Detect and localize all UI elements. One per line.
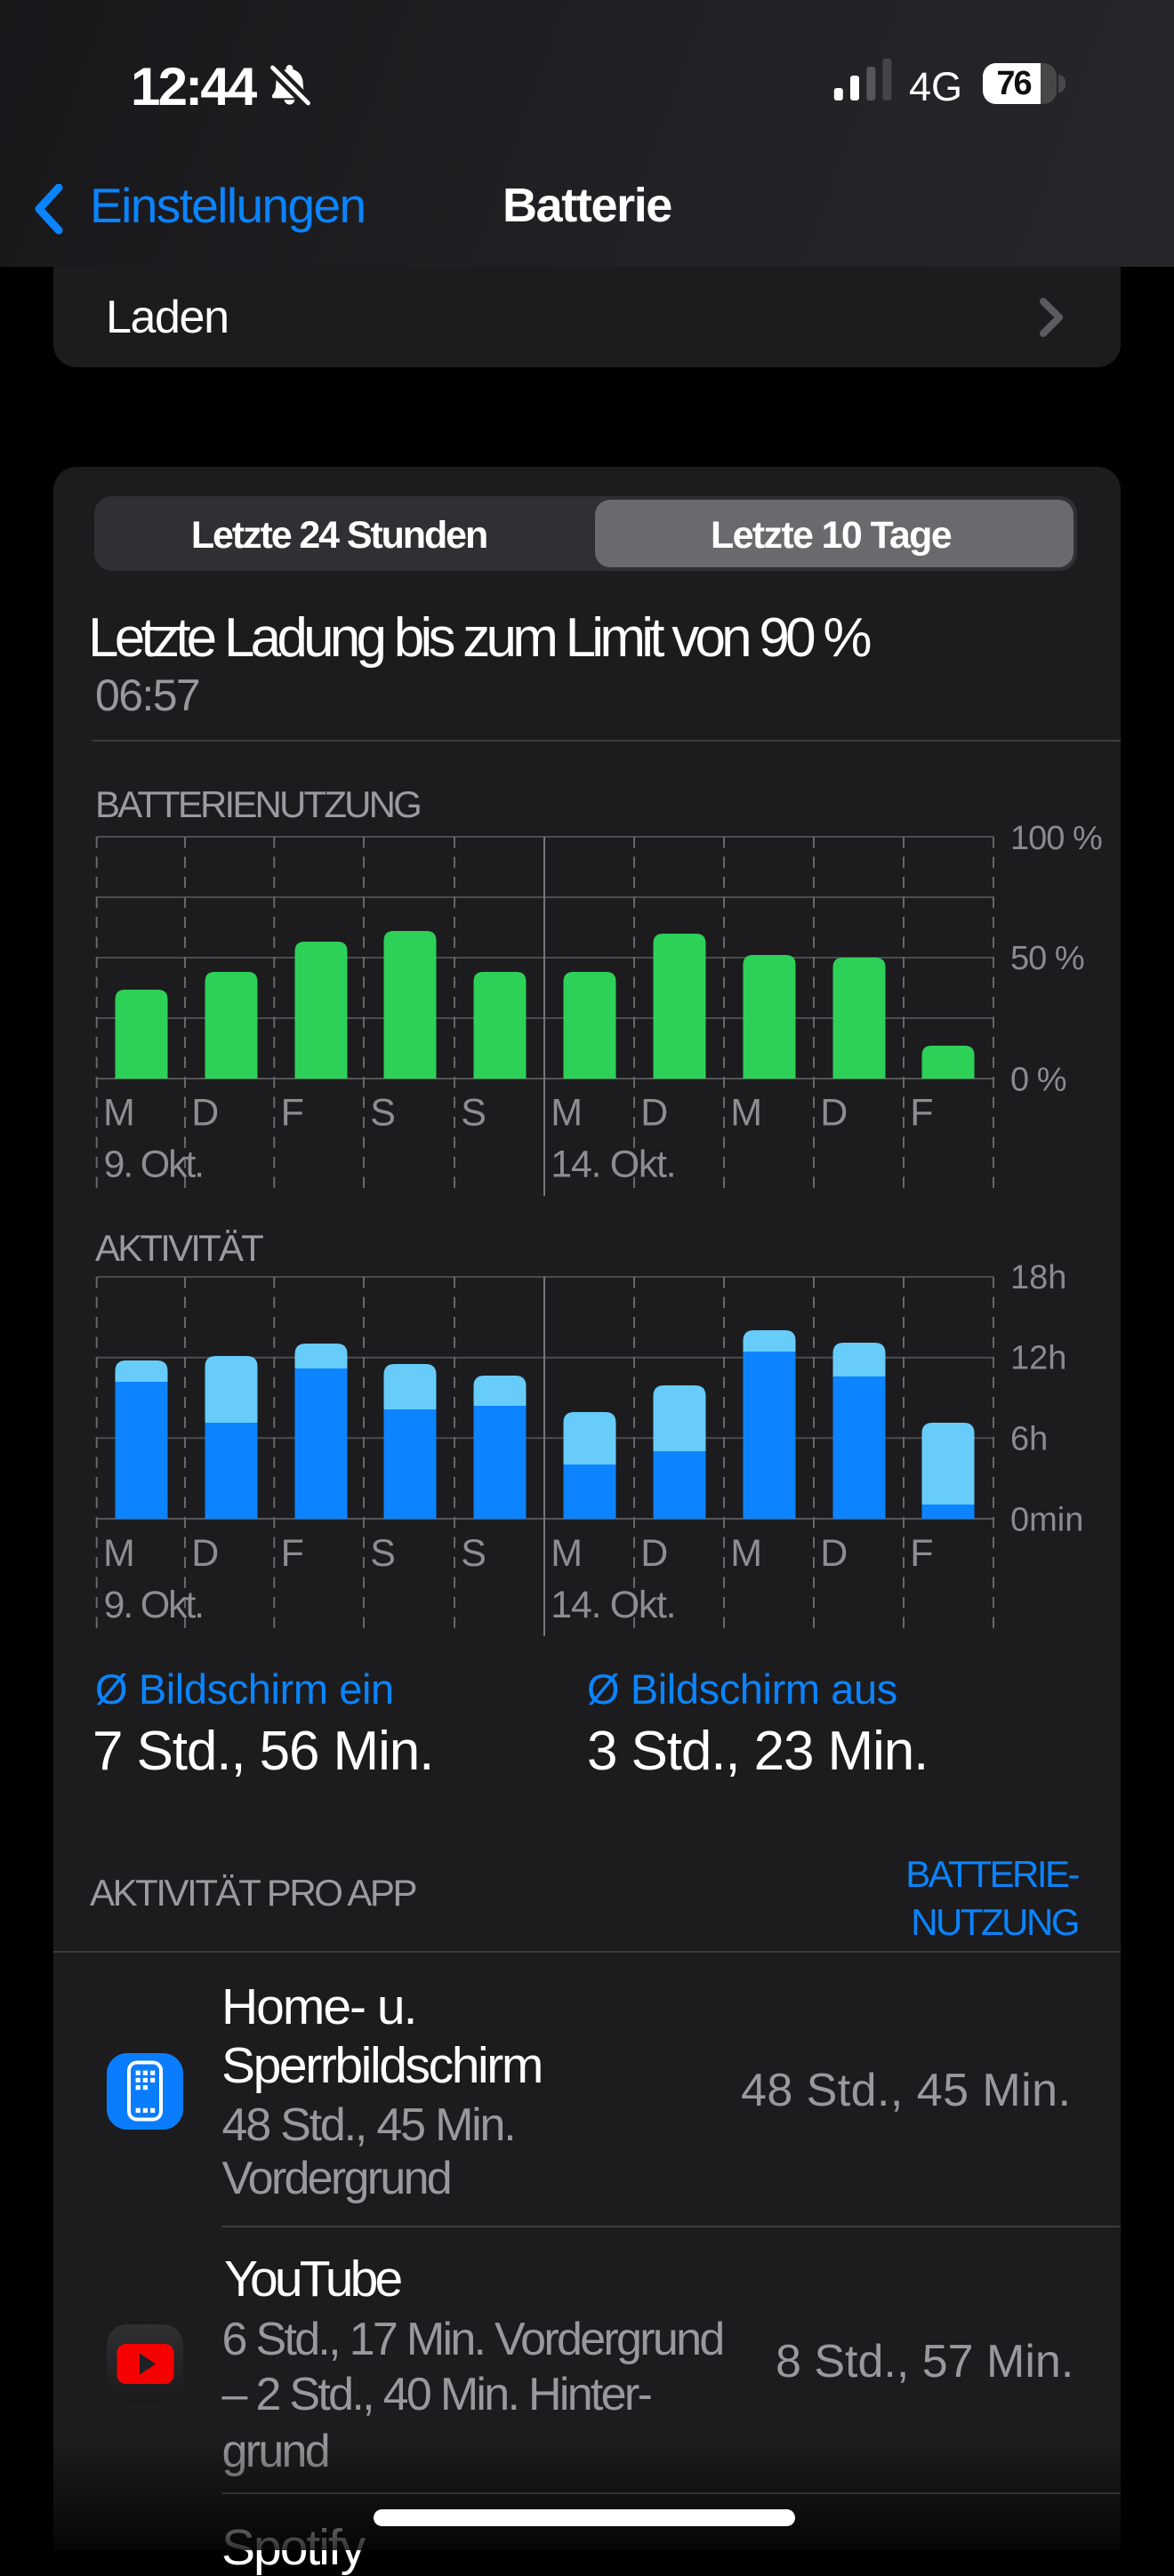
svg-text:M: M [730, 1092, 762, 1135]
svg-text:D: D [820, 1092, 848, 1135]
svg-text:18h: 18h [1010, 1259, 1066, 1296]
svg-text:100 %: 100 % [1010, 820, 1102, 857]
svg-text:0 %: 0 % [1010, 1061, 1066, 1098]
svg-text:F: F [910, 1092, 933, 1135]
svg-text:9. Okt.: 9. Okt. [104, 1584, 203, 1626]
svg-text:M: M [103, 1532, 135, 1575]
svg-text:D: D [191, 1532, 219, 1575]
svg-text:F: F [281, 1092, 304, 1135]
svg-text:D: D [640, 1092, 668, 1135]
svg-text:S: S [370, 1532, 396, 1575]
svg-text:D: D [820, 1532, 848, 1575]
svg-text:50 %: 50 % [1010, 940, 1084, 977]
svg-text:M: M [103, 1092, 135, 1135]
svg-text:14. Okt.: 14. Okt. [551, 1144, 675, 1186]
svg-text:D: D [191, 1092, 219, 1135]
svg-text:S: S [370, 1092, 396, 1135]
svg-text:14. Okt.: 14. Okt. [551, 1584, 675, 1626]
svg-text:12h: 12h [1010, 1340, 1066, 1377]
svg-text:S: S [461, 1092, 486, 1135]
svg-text:6h: 6h [1010, 1420, 1048, 1457]
svg-text:F: F [281, 1532, 304, 1575]
svg-text:M: M [551, 1532, 583, 1575]
svg-text:9. Okt.: 9. Okt. [104, 1144, 203, 1186]
svg-text:D: D [640, 1532, 668, 1575]
svg-text:F: F [910, 1532, 933, 1575]
svg-text:M: M [551, 1092, 583, 1135]
svg-text:0min: 0min [1010, 1501, 1083, 1538]
svg-text:M: M [730, 1532, 762, 1575]
svg-text:S: S [461, 1532, 486, 1575]
